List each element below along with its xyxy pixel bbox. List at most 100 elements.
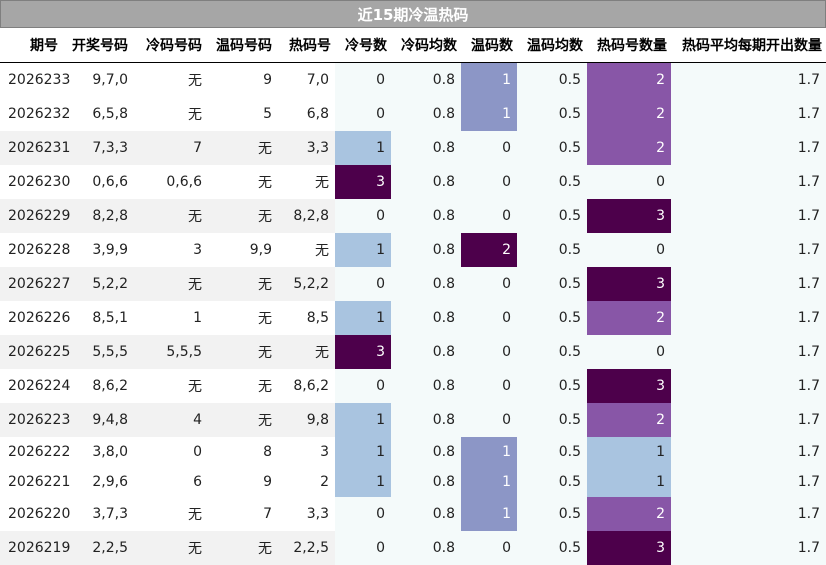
warm-avg-cell: 0.5 bbox=[558, 106, 581, 122]
hot-count-cell: 2 bbox=[587, 403, 671, 437]
header-warm-count-col: 温码数 bbox=[471, 38, 513, 54]
header-cold-count-col: 冷号数 bbox=[345, 38, 387, 54]
cold-numbers-cell: 无 bbox=[188, 541, 202, 557]
draw-numbers-cell: 8,2,8 bbox=[92, 208, 128, 224]
cold-avg-cell: 0.8 bbox=[432, 242, 455, 258]
cold-count-cell: 3 bbox=[335, 335, 391, 369]
table-row: 2026227 5,2,2 无 无 5,2,2 0 0.8 0 0.5 3 1.7 bbox=[0, 267, 826, 301]
header-warm-avg-col: 温码均数 bbox=[527, 38, 583, 54]
period-cell: 2026220 bbox=[8, 506, 71, 522]
warm-count-cell: 0 bbox=[502, 344, 511, 360]
hot-avg-cell: 1.7 bbox=[797, 140, 820, 156]
header-hot-avg-col: 热码平均每期开出数量 bbox=[682, 38, 822, 54]
warm-numbers-cell: 9 bbox=[263, 474, 272, 490]
warm-numbers-cell: 7 bbox=[263, 506, 272, 522]
hot-count-cell: 2 bbox=[587, 131, 671, 165]
cold-avg-cell: 0.8 bbox=[432, 106, 455, 122]
cold-count-cell: 1 bbox=[335, 437, 391, 467]
hot-avg-cell: 1.7 bbox=[797, 344, 820, 360]
warm-avg-cell: 0.5 bbox=[558, 174, 581, 190]
hot-numbers-cell: 9,8 bbox=[306, 412, 329, 428]
hot-avg-cell: 1.7 bbox=[797, 208, 820, 224]
warm-numbers-cell: 无 bbox=[258, 311, 272, 327]
cold-numbers-cell: 4 bbox=[193, 412, 202, 428]
stats-background bbox=[335, 63, 826, 565]
header-draw-numbers-col: 开奖号码 bbox=[72, 38, 128, 54]
row-stripe bbox=[0, 531, 335, 565]
hot-numbers-cell: 无 bbox=[315, 175, 329, 191]
warm-numbers-cell: 无 bbox=[258, 277, 272, 293]
period-cell: 2026225 bbox=[8, 344, 71, 360]
cold-avg-cell: 0.8 bbox=[432, 506, 455, 522]
hot-count-cell: 1 bbox=[587, 437, 671, 467]
cold-count-cell: 1 bbox=[335, 301, 391, 335]
hot-avg-cell: 1.7 bbox=[797, 310, 820, 326]
warm-avg-cell: 0.5 bbox=[558, 72, 581, 88]
hot-avg-cell: 1.7 bbox=[797, 474, 820, 490]
period-cell: 2026219 bbox=[8, 540, 71, 556]
hot-avg-cell: 1.7 bbox=[797, 276, 820, 292]
cold-avg-cell: 0.8 bbox=[432, 474, 455, 490]
row-stripe bbox=[0, 403, 335, 437]
draw-numbers-cell: 9,7,0 bbox=[92, 72, 128, 88]
hot-numbers-cell: 3,3 bbox=[306, 506, 329, 522]
warm-numbers-cell: 无 bbox=[258, 379, 272, 395]
header-hot-numbers-col: 热码号 bbox=[289, 38, 331, 54]
cold-count-cell: 3 bbox=[335, 165, 391, 199]
cold-numbers-cell: 无 bbox=[188, 379, 202, 395]
warm-count-cell: 0 bbox=[502, 140, 511, 156]
cold-count-cell: 1 bbox=[335, 403, 391, 437]
table-row: 2026220 3,7,3 无 7 3,3 0 0.8 1 0.5 2 1.7 bbox=[0, 497, 826, 531]
hot-numbers-cell: 8,2,8 bbox=[293, 208, 329, 224]
warm-count-cell: 1 bbox=[461, 97, 517, 131]
warm-count-cell: 0 bbox=[502, 540, 511, 556]
row-stripe bbox=[0, 335, 335, 369]
cold-count-cell: 1 bbox=[335, 467, 391, 497]
warm-count-cell: 0 bbox=[502, 412, 511, 428]
warm-avg-cell: 0.5 bbox=[558, 310, 581, 326]
cold-avg-cell: 0.8 bbox=[432, 140, 455, 156]
header-divider bbox=[0, 62, 826, 63]
draw-numbers-cell: 5,2,2 bbox=[92, 276, 128, 292]
hot-count-cell: 2 bbox=[587, 63, 671, 97]
warm-avg-cell: 0.5 bbox=[558, 276, 581, 292]
warm-count-cell: 0 bbox=[502, 276, 511, 292]
hot-avg-cell: 1.7 bbox=[797, 174, 820, 190]
warm-avg-cell: 0.5 bbox=[558, 506, 581, 522]
cold-count-cell: 1 bbox=[335, 233, 391, 267]
cold-numbers-cell: 无 bbox=[188, 107, 202, 123]
hot-numbers-cell: 无 bbox=[315, 243, 329, 259]
warm-count-cell: 2 bbox=[461, 233, 517, 267]
hot-count-cell: 0 bbox=[656, 174, 665, 190]
period-cell: 2026224 bbox=[8, 378, 71, 394]
hot-count-cell: 3 bbox=[587, 267, 671, 301]
cold-count-cell: 0 bbox=[376, 72, 385, 88]
warm-count-cell: 1 bbox=[461, 437, 517, 467]
period-cell: 2026227 bbox=[8, 276, 71, 292]
warm-numbers-cell: 9 bbox=[263, 72, 272, 88]
draw-numbers-cell: 7,3,3 bbox=[92, 140, 128, 156]
period-cell: 2026229 bbox=[8, 208, 71, 224]
cold-avg-cell: 0.8 bbox=[432, 310, 455, 326]
hot-avg-cell: 1.7 bbox=[797, 72, 820, 88]
hot-avg-cell: 1.7 bbox=[797, 444, 820, 460]
draw-numbers-cell: 5,5,5 bbox=[92, 344, 128, 360]
warm-numbers-cell: 无 bbox=[258, 345, 272, 361]
warm-count-cell: 1 bbox=[461, 467, 517, 497]
period-cell: 2026226 bbox=[8, 310, 71, 326]
warm-avg-cell: 0.5 bbox=[558, 540, 581, 556]
cold-avg-cell: 0.8 bbox=[432, 412, 455, 428]
cold-count-cell: 0 bbox=[376, 208, 385, 224]
table-row: 2026224 8,6,2 无 无 8,6,2 0 0.8 0 0.5 3 1.7 bbox=[0, 369, 826, 403]
draw-numbers-cell: 6,5,8 bbox=[92, 106, 128, 122]
cold-avg-cell: 0.8 bbox=[432, 208, 455, 224]
period-cell: 2026231 bbox=[8, 140, 71, 156]
draw-numbers-cell: 2,2,5 bbox=[92, 540, 128, 556]
cold-numbers-cell: 6 bbox=[193, 474, 202, 490]
hot-numbers-cell: 无 bbox=[315, 345, 329, 361]
header-cold-numbers-col: 冷码号码 bbox=[146, 38, 202, 54]
hot-numbers-cell: 7,0 bbox=[306, 72, 329, 88]
header-warm-numbers-col: 温码号码 bbox=[216, 38, 272, 54]
period-cell: 2026222 bbox=[8, 444, 71, 460]
period-cell: 2026228 bbox=[8, 242, 71, 258]
